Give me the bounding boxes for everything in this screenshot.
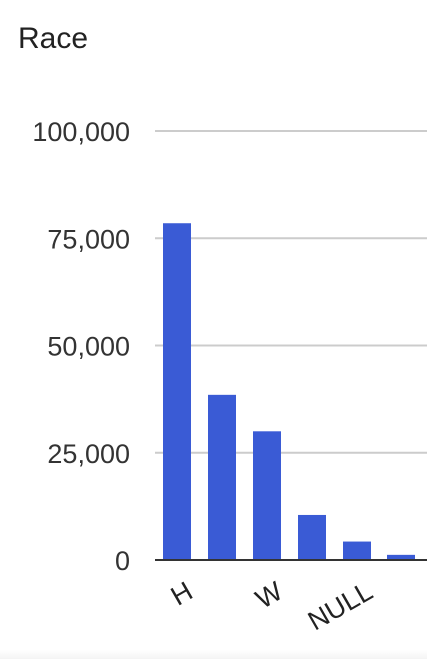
bar-w xyxy=(253,431,281,560)
chart-title: Race xyxy=(18,22,89,55)
x-tick-label: W xyxy=(251,576,289,615)
bottom-edge xyxy=(0,650,427,659)
x-tick-label: NULL xyxy=(303,576,378,636)
bar-h xyxy=(163,223,191,561)
y-tick-label: 0 xyxy=(115,546,130,576)
y-tick-label: 75,000 xyxy=(47,224,130,254)
y-tick-label: 100,000 xyxy=(32,117,130,147)
y-tick-label: 50,000 xyxy=(47,332,130,362)
bar-null xyxy=(343,541,371,560)
bar-a xyxy=(298,514,326,560)
bar-o xyxy=(387,554,415,560)
bar-b xyxy=(208,394,236,560)
x-tick-label: H xyxy=(166,576,198,612)
y-tick-label: 25,000 xyxy=(47,439,130,469)
